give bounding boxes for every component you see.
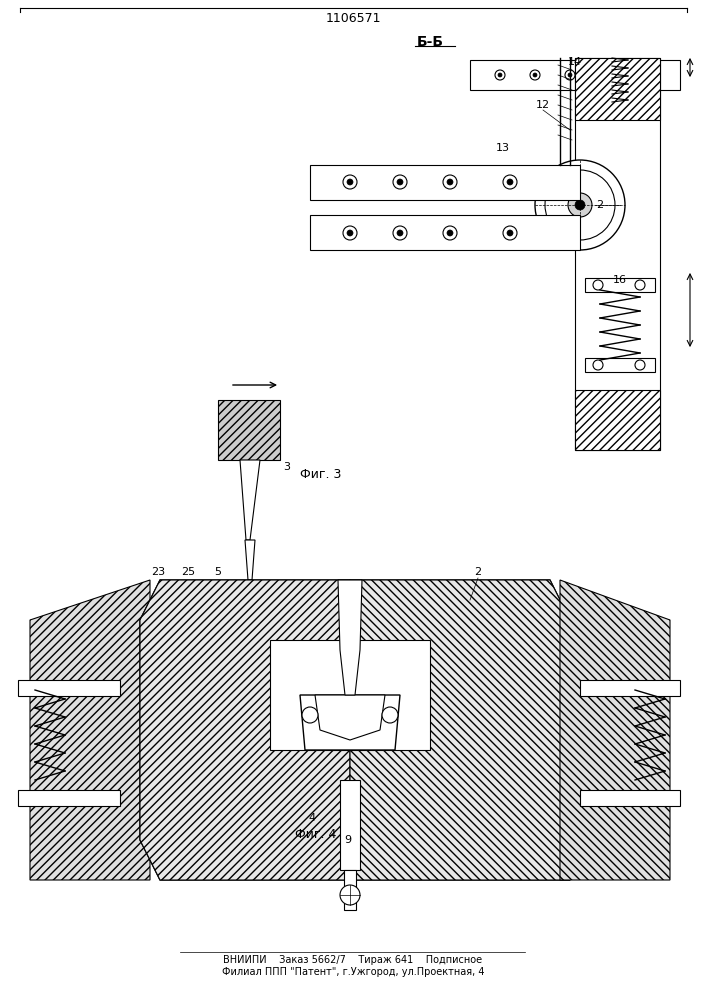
Circle shape (397, 179, 403, 185)
Circle shape (302, 707, 318, 723)
Circle shape (568, 193, 592, 217)
Circle shape (343, 226, 357, 240)
Circle shape (343, 175, 357, 189)
Circle shape (498, 73, 502, 77)
Text: 2: 2 (474, 567, 481, 577)
Polygon shape (218, 400, 280, 460)
Circle shape (635, 280, 645, 290)
Circle shape (447, 179, 453, 185)
Circle shape (533, 73, 537, 77)
Polygon shape (470, 60, 680, 90)
Text: 3: 3 (283, 462, 290, 472)
Polygon shape (585, 358, 655, 372)
Polygon shape (150, 680, 200, 820)
Polygon shape (580, 680, 680, 696)
Text: Фиг. 3: Фиг. 3 (300, 468, 341, 482)
Circle shape (495, 70, 505, 80)
Text: 12: 12 (536, 100, 550, 110)
Polygon shape (585, 278, 655, 292)
Circle shape (530, 70, 540, 80)
Circle shape (393, 175, 407, 189)
Circle shape (635, 360, 645, 370)
Polygon shape (612, 90, 628, 94)
Polygon shape (344, 870, 356, 910)
Polygon shape (612, 82, 628, 86)
Polygon shape (18, 680, 120, 696)
Circle shape (593, 280, 603, 290)
Circle shape (382, 707, 398, 723)
Circle shape (347, 179, 353, 185)
Circle shape (535, 160, 625, 250)
Circle shape (507, 230, 513, 236)
Text: 5: 5 (214, 567, 221, 577)
Circle shape (443, 226, 457, 240)
Polygon shape (300, 695, 400, 750)
Circle shape (545, 170, 615, 240)
Polygon shape (310, 165, 580, 200)
Polygon shape (350, 580, 570, 880)
Polygon shape (612, 58, 628, 62)
Text: 23: 23 (151, 567, 165, 577)
Polygon shape (338, 580, 362, 695)
Text: 14: 14 (568, 57, 582, 67)
Polygon shape (245, 540, 255, 580)
Text: 4: 4 (308, 813, 315, 823)
Polygon shape (575, 390, 660, 450)
Circle shape (593, 360, 603, 370)
Polygon shape (612, 66, 628, 70)
Polygon shape (575, 58, 660, 450)
Text: 2: 2 (597, 200, 604, 210)
Polygon shape (240, 460, 260, 540)
Text: 9: 9 (344, 835, 351, 845)
Polygon shape (140, 580, 570, 880)
Polygon shape (612, 74, 628, 78)
Polygon shape (580, 790, 680, 806)
Polygon shape (140, 580, 350, 880)
Circle shape (568, 73, 572, 77)
Polygon shape (575, 58, 660, 120)
Circle shape (443, 175, 457, 189)
Circle shape (397, 230, 403, 236)
Circle shape (575, 200, 585, 210)
Text: 25: 25 (181, 567, 195, 577)
Circle shape (347, 230, 353, 236)
Text: Филиал ППП "Патент", г.Ужгород, ул.Проектная, 4: Филиал ППП "Патент", г.Ужгород, ул.Проек… (222, 967, 484, 977)
Text: Фиг. 4: Фиг. 4 (295, 828, 337, 842)
Circle shape (447, 230, 453, 236)
Polygon shape (310, 215, 580, 250)
Circle shape (603, 73, 607, 77)
Circle shape (638, 73, 642, 77)
Circle shape (393, 226, 407, 240)
Circle shape (600, 70, 610, 80)
Text: 16: 16 (613, 275, 627, 285)
Polygon shape (30, 580, 150, 880)
Polygon shape (315, 695, 385, 740)
Polygon shape (270, 640, 430, 750)
Text: 13: 13 (496, 143, 510, 153)
Polygon shape (560, 580, 670, 880)
Circle shape (635, 70, 645, 80)
Polygon shape (612, 98, 628, 102)
Polygon shape (340, 780, 360, 870)
Circle shape (507, 179, 513, 185)
Text: 1106571: 1106571 (325, 11, 381, 24)
Circle shape (340, 885, 360, 905)
Circle shape (503, 226, 517, 240)
Text: Б-Б: Б-Б (416, 35, 443, 49)
Polygon shape (18, 790, 120, 806)
Circle shape (503, 175, 517, 189)
Circle shape (565, 70, 575, 80)
Text: ВНИИПИ    Заказ 5662/7    Тираж 641    Подписное: ВНИИПИ Заказ 5662/7 Тираж 641 Подписное (223, 955, 483, 965)
